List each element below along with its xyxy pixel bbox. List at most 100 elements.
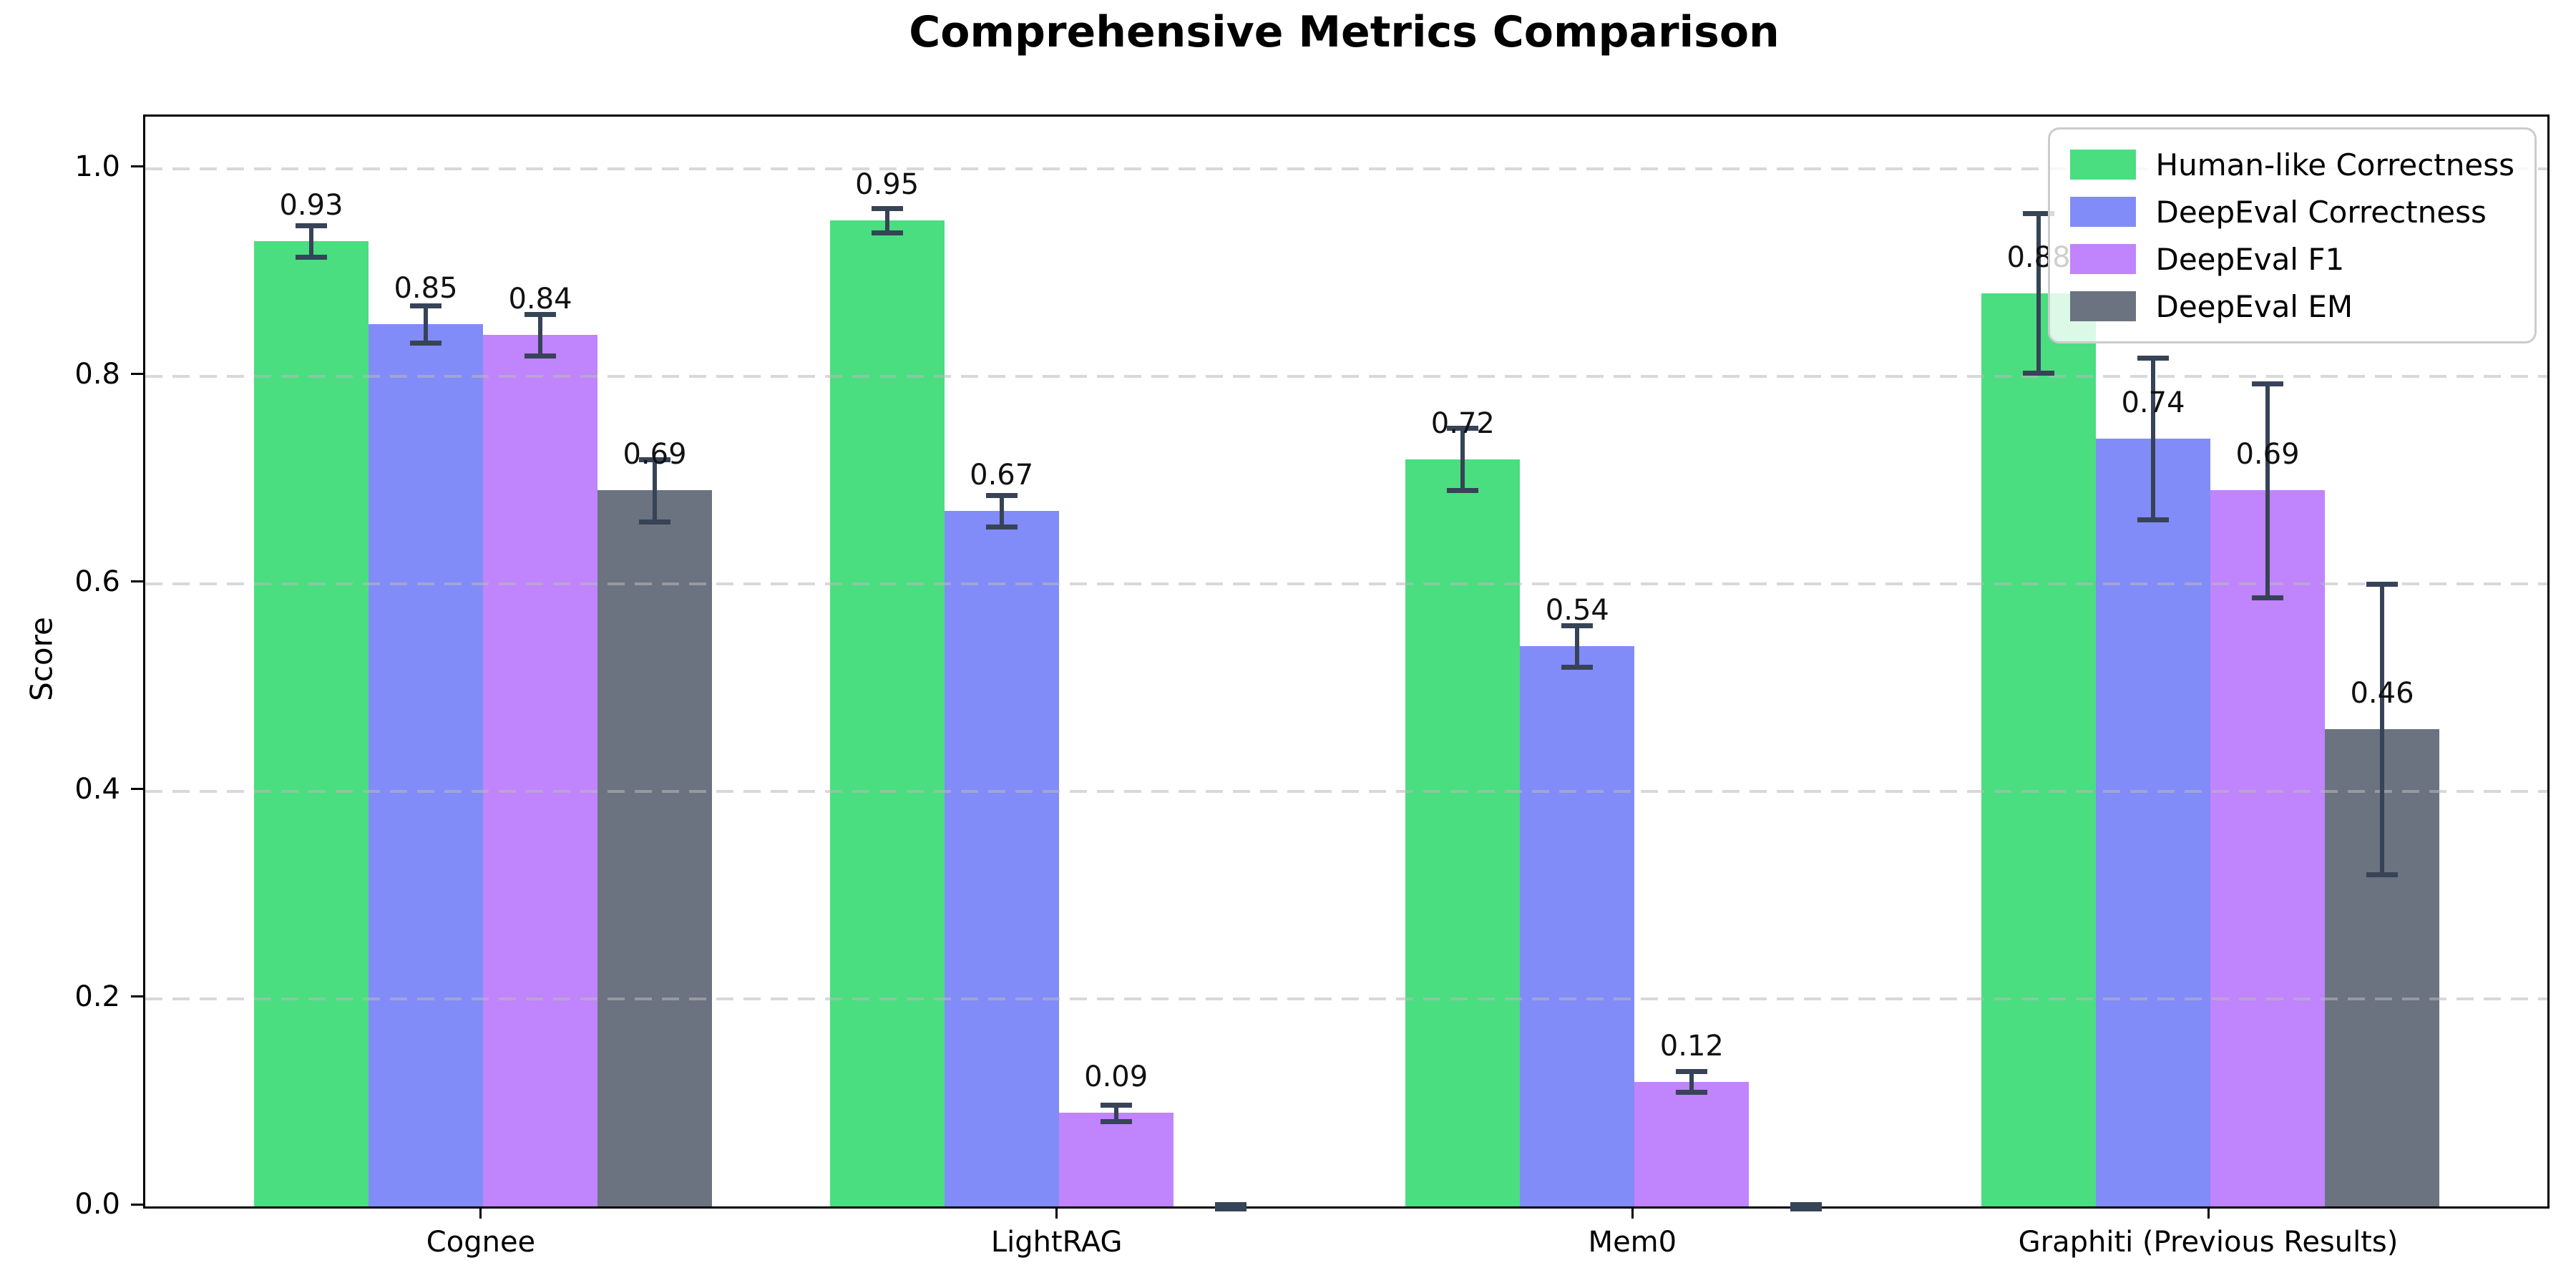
- error-bar: [1113, 1104, 1118, 1122]
- legend-item: DeepEval Correctness: [2069, 188, 2515, 235]
- error-bar-cap: [1676, 1069, 1708, 1075]
- x-tick-label: Mem0: [1588, 1226, 1677, 1259]
- error-bar-cap: [295, 223, 327, 229]
- error-bar-cap: [1447, 426, 1479, 431]
- error-bar: [652, 459, 657, 522]
- x-tick-mark: [1055, 1206, 1058, 1219]
- bar-value-label: 0.12: [1659, 1029, 1724, 1063]
- bar-value-label: 0.54: [1545, 593, 1609, 627]
- error-bar: [999, 495, 1004, 527]
- bar-value-label: 0.69: [623, 438, 687, 472]
- x-tick-mark: [479, 1206, 482, 1219]
- x-tick-label: LightRAG: [990, 1226, 1123, 1259]
- y-tick-mark: [131, 580, 143, 583]
- bar: [944, 511, 1059, 1206]
- bar-value-label: 0.85: [394, 272, 458, 306]
- bar: [1520, 645, 1635, 1206]
- error-bar-cap: [871, 230, 903, 236]
- y-tick-mark: [131, 995, 143, 998]
- bar-value-label: 0.46: [2350, 676, 2414, 710]
- error-bar-cap: [524, 311, 556, 317]
- bar: [2210, 490, 2325, 1206]
- bar-value-label: 0.09: [1084, 1060, 1148, 1094]
- legend-label: Human-like Correctness: [2155, 147, 2515, 182]
- bar-value-label: 0.95: [855, 168, 919, 202]
- error-bar-cap: [1447, 488, 1479, 494]
- bar: [1405, 459, 1521, 1206]
- bar: [1981, 293, 2096, 1206]
- bar-value-label: 0.74: [2121, 386, 2185, 419]
- legend-swatch: [2069, 291, 2136, 321]
- bar-value-label: 0.72: [1430, 406, 1495, 440]
- error-bar-cap: [1214, 1202, 1246, 1208]
- error-bar-cap: [2252, 595, 2283, 600]
- legend-swatch: [2069, 244, 2136, 274]
- error-bar: [308, 225, 313, 257]
- y-tick-label: 0.0: [74, 1188, 120, 1221]
- bar: [482, 334, 597, 1206]
- y-tick-label: 0.4: [74, 772, 120, 806]
- error-bar: [1575, 625, 1580, 667]
- error-bar: [2036, 213, 2041, 374]
- error-bar-cap: [1561, 664, 1594, 670]
- y-tick-mark: [131, 1203, 143, 1206]
- error-bar-cap: [2366, 872, 2398, 877]
- legend-item: DeepEval F1: [2069, 235, 2515, 283]
- error-bar: [537, 313, 542, 356]
- error-bar-cap: [1214, 1206, 1246, 1211]
- error-bar-cap: [985, 524, 1018, 530]
- error-bar: [884, 208, 889, 233]
- bar-value-label: 0.67: [970, 459, 1034, 492]
- x-tick-label: Graphiti (Previous Results): [2018, 1226, 2399, 1259]
- error-bar: [1460, 428, 1465, 491]
- y-tick-label: 0.8: [74, 357, 120, 391]
- error-bar-cap: [2252, 381, 2283, 386]
- y-tick-mark: [131, 373, 143, 376]
- y-tick-label: 1.0: [74, 150, 120, 183]
- bar: [829, 220, 945, 1206]
- error-bar-cap: [295, 254, 327, 260]
- legend: Human-like Correctness DeepEval Correctne…: [2047, 127, 2537, 343]
- error-bar-cap: [1676, 1090, 1708, 1096]
- y-tick-label: 0.2: [74, 980, 120, 1013]
- error-bar: [2151, 357, 2155, 519]
- error-bar-cap: [2366, 581, 2398, 587]
- y-axis-label: Score: [24, 617, 59, 701]
- error-bar-cap: [1790, 1202, 1823, 1208]
- legend-label: DeepEval F1: [2155, 241, 2345, 277]
- error-bar-cap: [1100, 1119, 1132, 1125]
- bar: [368, 324, 483, 1206]
- error-bar-cap: [2137, 355, 2169, 361]
- bar-value-label: 0.84: [508, 282, 572, 316]
- error-bar: [1689, 1071, 1694, 1093]
- bar: [253, 241, 369, 1206]
- bar: [1058, 1113, 1174, 1206]
- bar: [2096, 438, 2210, 1206]
- error-bar-cap: [1790, 1206, 1823, 1211]
- error-bar: [423, 305, 428, 343]
- legend-item: DeepEval EM: [2069, 283, 2515, 330]
- legend-item: Human-like Correctness: [2069, 141, 2515, 188]
- legend-label: DeepEval EM: [2155, 288, 2353, 324]
- y-tick-label: 0.6: [74, 565, 120, 598]
- error-bar-cap: [638, 519, 670, 525]
- x-tick-mark: [2207, 1206, 2210, 1219]
- error-bar-cap: [1100, 1102, 1132, 1108]
- chart-title: Comprehensive Metrics Comparison: [909, 7, 1780, 57]
- error-bar-cap: [985, 493, 1018, 499]
- bar: [1634, 1081, 1750, 1206]
- y-tick-mark: [131, 788, 143, 791]
- legend-label: DeepEval Correctness: [2155, 194, 2487, 230]
- error-bar-cap: [638, 457, 670, 462]
- bar: [597, 490, 712, 1206]
- bar-value-label: 0.69: [2235, 438, 2300, 472]
- bar-value-label: 0.93: [279, 189, 343, 223]
- error-bar-cap: [871, 205, 903, 211]
- error-bar-cap: [2023, 210, 2054, 216]
- error-bar: [2380, 583, 2384, 874]
- error-bar-cap: [409, 303, 441, 308]
- error-bar-cap: [524, 353, 556, 358]
- x-tick-mark: [1631, 1206, 1634, 1219]
- error-bar: [2265, 383, 2270, 597]
- error-bar-cap: [2137, 517, 2169, 522]
